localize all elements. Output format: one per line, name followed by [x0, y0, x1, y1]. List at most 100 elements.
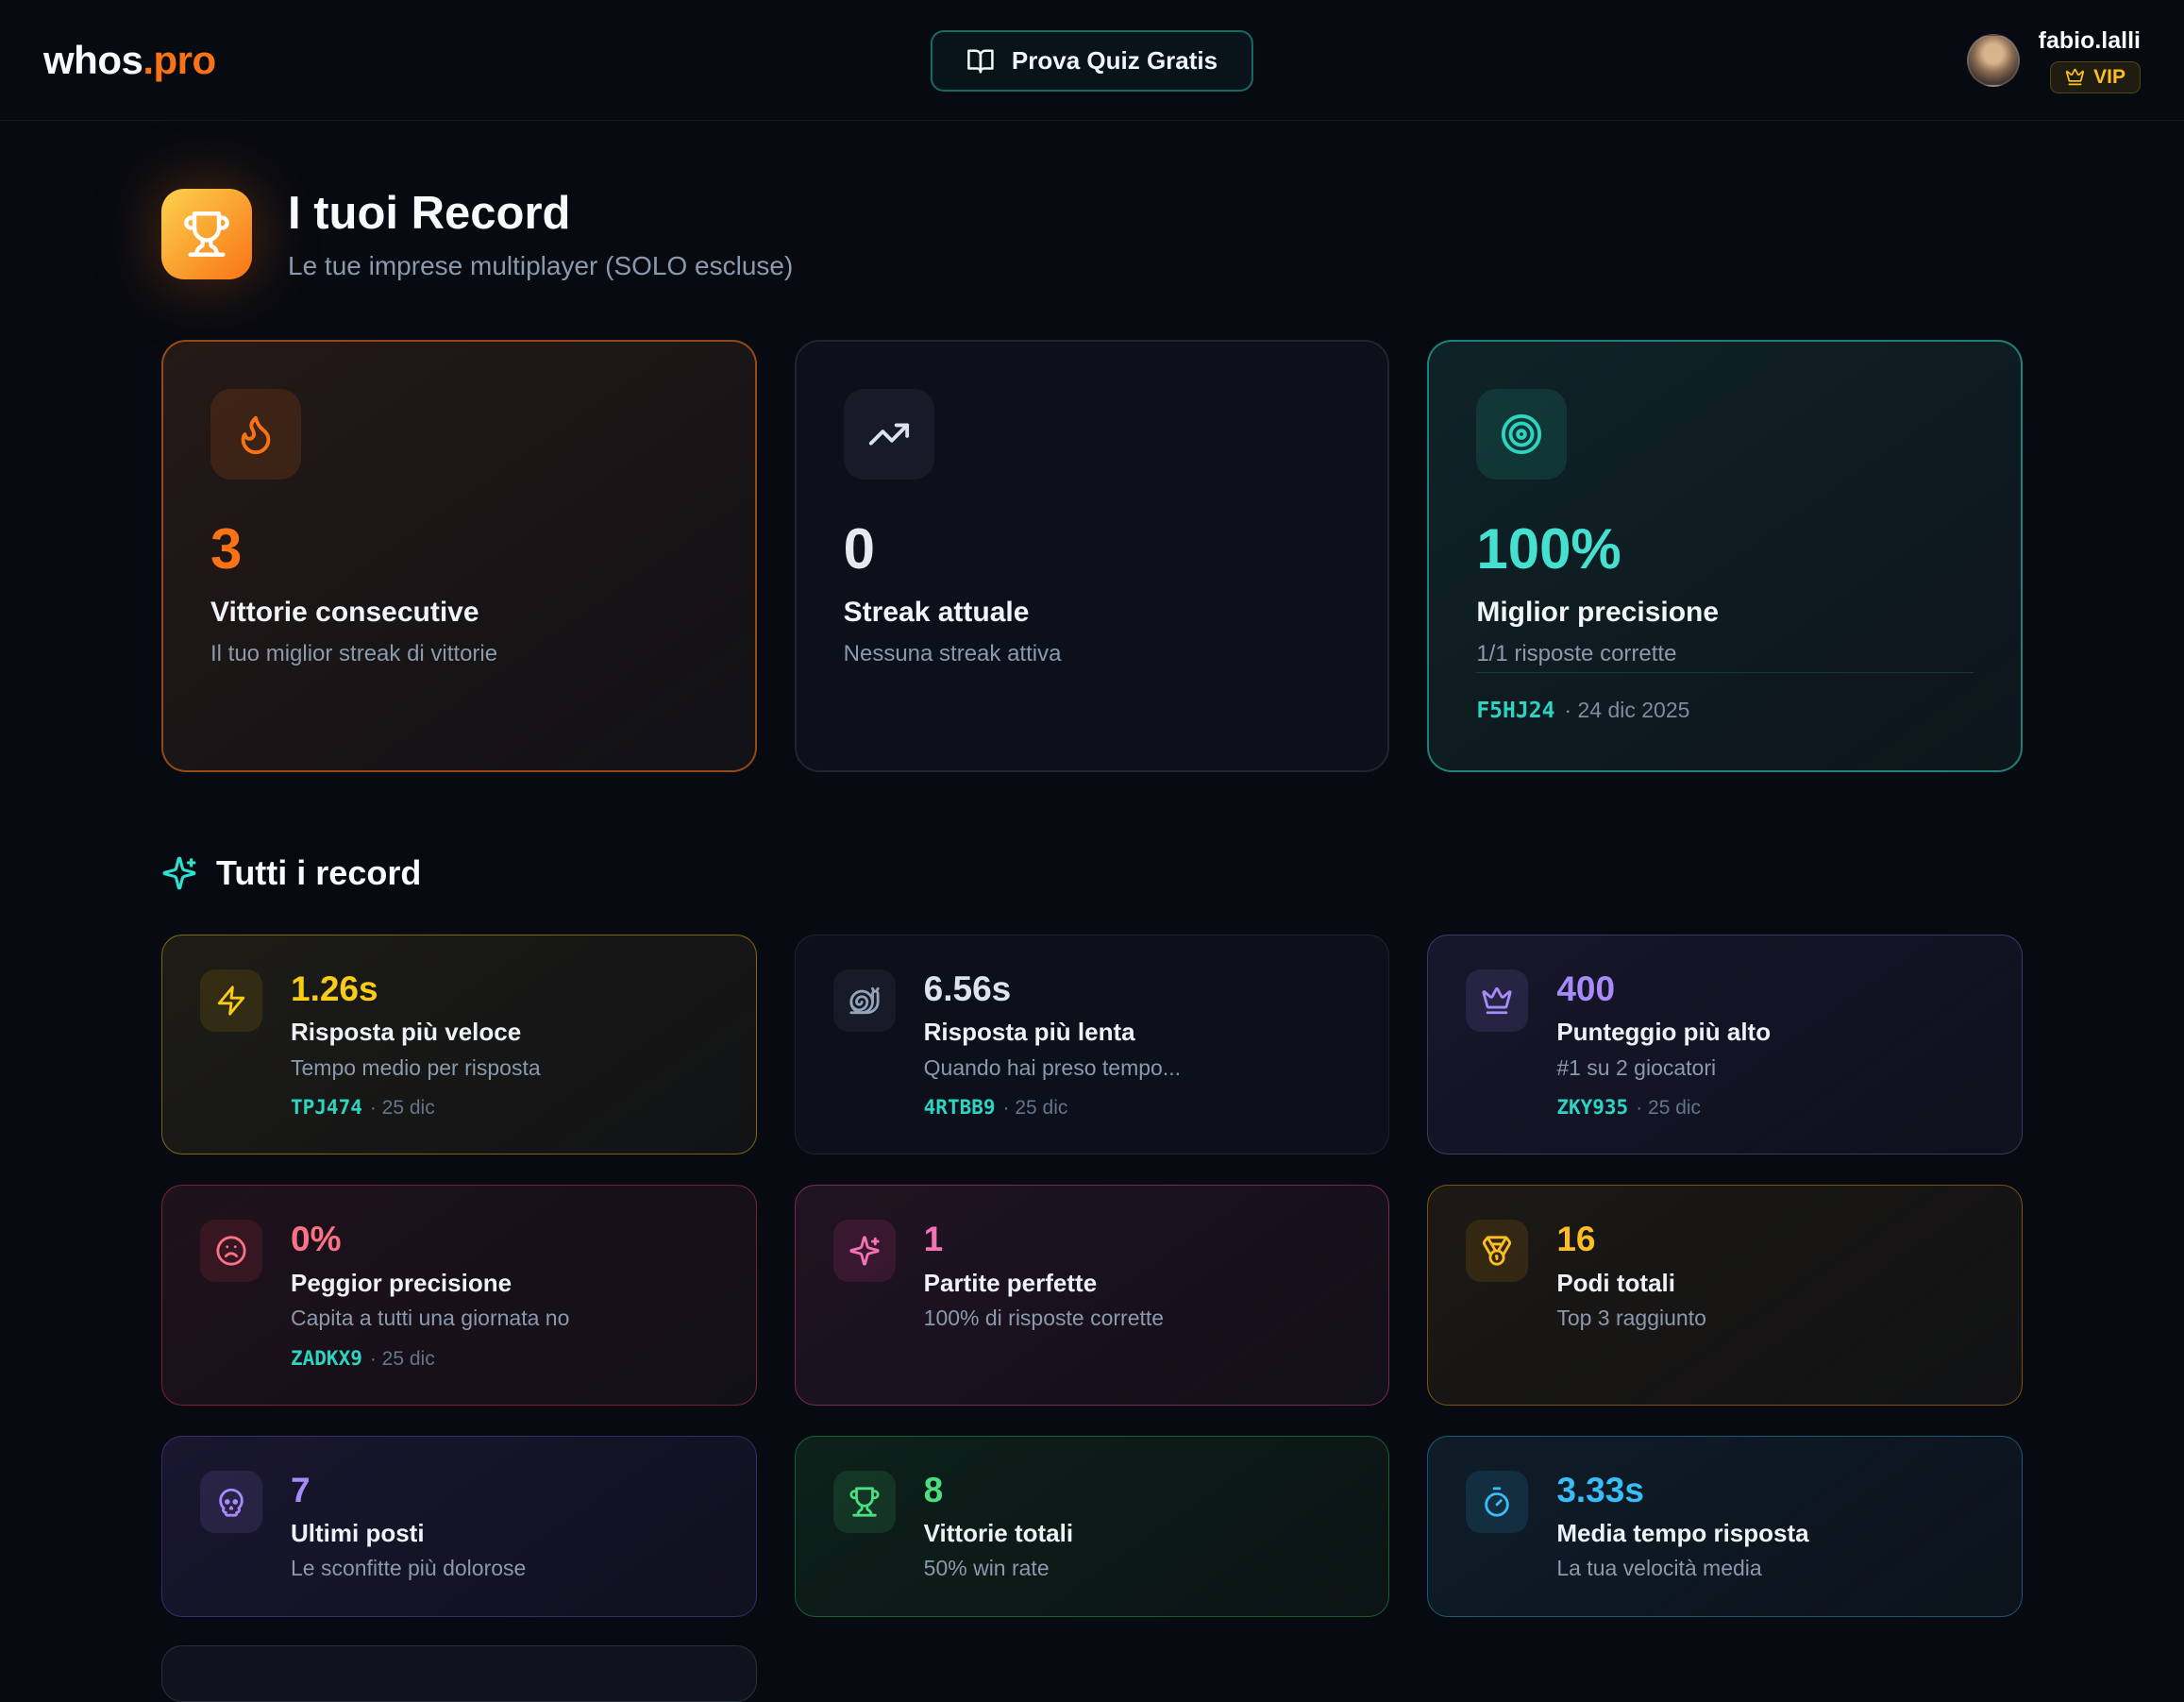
game-code: 4RTBB9: [923, 1096, 996, 1120]
records-section-header: Tutti i record: [161, 853, 2023, 893]
record-subtitle: 100% di risposte corrette: [923, 1306, 1165, 1331]
page-title: I tuoi Record: [288, 188, 571, 239]
record-value: 6.56s: [923, 969, 1012, 1008]
record-card-fastest-answer: 1.26s Risposta più veloce Tempo medio pe…: [161, 935, 757, 1155]
record-value: 1.26s: [291, 969, 378, 1008]
record-title: Podi totali: [1556, 1268, 1675, 1297]
trophy-icon: [161, 189, 252, 279]
record-subtitle: Le sconfitte più dolorose: [291, 1556, 527, 1581]
page-header: I tuoi Record Le tue imprese multiplayer…: [161, 187, 2023, 281]
crown-icon: [1466, 969, 1529, 1032]
game-date: · 24 dic 2025: [1564, 698, 1690, 722]
partial-card: [161, 1645, 757, 1702]
trending-up-icon: [843, 389, 934, 480]
logo-name: whos: [43, 37, 143, 82]
record-title: Peggior precisione: [291, 1268, 512, 1297]
record-title: Punteggio più alto: [1556, 1018, 1772, 1047]
top-bar: whos.pro Prova Quiz Gratis fabio.lalli V…: [0, 0, 2184, 121]
stat-value: 0: [843, 517, 876, 581]
record-subtitle: Quando hai preso tempo...: [923, 1054, 1181, 1080]
username: fabio.lalli: [2038, 26, 2141, 54]
skull-icon: [200, 1470, 262, 1533]
snail-icon: [832, 969, 896, 1032]
record-subtitle: La tua velocità media: [1556, 1556, 1762, 1581]
stat-subtitle: Nessuna streak attiva: [843, 641, 1062, 666]
record-value: 0%: [291, 1220, 342, 1259]
record-value: 8: [923, 1470, 944, 1509]
record-card-total-wins: 8 Vittorie totali 50% win rate: [794, 1435, 1390, 1618]
book-open-icon: [966, 47, 995, 76]
record-card-avg-response-time: 3.33s Media tempo risposta La tua veloci…: [1427, 1435, 2023, 1618]
stat-title: Streak attuale: [843, 597, 1030, 628]
record-subtitle: Capita a tutti una giornata no: [291, 1306, 570, 1331]
sparkles-icon: [832, 1220, 896, 1283]
record-subtitle: Tempo medio per risposta: [291, 1054, 541, 1080]
stat-value: 100%: [1476, 517, 1621, 581]
record-value: 1: [923, 1220, 944, 1259]
record-subtitle: #1 su 2 giocatori: [1556, 1054, 1717, 1080]
logo-tld: .pro: [143, 37, 216, 82]
user-menu[interactable]: fabio.lalli VIP: [1966, 27, 2141, 93]
record-title: Media tempo risposta: [1556, 1519, 1809, 1548]
record-title: Risposta più lenta: [923, 1018, 1135, 1047]
record-card-total-podiums: 16 Podi totali Top 3 raggiunto: [1427, 1185, 2023, 1406]
game-reference: ZADKX9 · 25 dic: [291, 1347, 569, 1371]
try-quiz-label: Prova Quiz Gratis: [1011, 46, 1218, 75]
medal-icon: [1466, 1220, 1529, 1283]
avatar[interactable]: [1966, 33, 2020, 87]
current-streak-card: 0 Streak attuale Nessuna streak attiva: [794, 340, 1390, 772]
vip-badge: VIP: [2050, 60, 2141, 93]
game-reference: TPJ474 · 25 dic: [291, 1096, 541, 1120]
crown-icon: [2065, 67, 2085, 87]
game-code: TPJ474: [291, 1096, 362, 1120]
vip-label: VIP: [2093, 65, 2125, 88]
game-code: F5HJ24: [1476, 699, 1555, 723]
flame-icon: [210, 389, 301, 480]
record-subtitle: Top 3 raggiunto: [1556, 1306, 1706, 1331]
best-precision-card: 100% Miglior precisione 1/1 risposte cor…: [1427, 340, 2023, 772]
record-subtitle: 50% win rate: [923, 1556, 1050, 1581]
stat-subtitle: 1/1 risposte corrette: [1476, 641, 1677, 666]
stat-value: 3: [210, 517, 243, 581]
record-card-last-places: 7 Ultimi posti Le sconfitte più dolorose: [161, 1435, 757, 1618]
game-code: ZKY935: [1556, 1096, 1629, 1120]
record-value: 3.33s: [1556, 1470, 1644, 1509]
logo[interactable]: whos.pro: [43, 38, 216, 83]
record-card-perfect-games: 1 Partite perfette 100% di risposte corr…: [794, 1185, 1390, 1406]
stat-title: Vittorie consecutive: [210, 597, 479, 628]
target-icon: [1476, 389, 1568, 480]
try-quiz-button[interactable]: Prova Quiz Gratis: [930, 30, 1254, 92]
game-date: · 25 dic: [369, 1347, 435, 1370]
record-value: 400: [1556, 969, 1616, 1008]
record-card-slowest-answer: 6.56s Risposta più lenta Quando hai pres…: [794, 935, 1390, 1155]
user-info: fabio.lalli VIP: [2039, 27, 2141, 93]
divider: [1476, 672, 1974, 673]
zap-icon: [200, 969, 262, 1032]
records-grid: 1.26s Risposta più veloce Tempo medio pe…: [161, 935, 2023, 1618]
record-value: 7: [291, 1470, 311, 1509]
sparkles-icon: [161, 855, 197, 891]
game-reference: F5HJ24 · 24 dic 2025: [1476, 698, 1974, 723]
game-reference: 4RTBB9 · 25 dic: [924, 1096, 1181, 1120]
game-date: · 25 dic: [1002, 1097, 1068, 1120]
stat-subtitle: Il tuo miglior streak di vittorie: [210, 641, 498, 666]
record-card-worst-precision: 0% Peggior precisione Capita a tutti una…: [161, 1185, 757, 1406]
game-date: · 25 dic: [1636, 1097, 1702, 1120]
frown-icon: [200, 1220, 262, 1283]
record-title: Partite perfette: [923, 1268, 1098, 1297]
best-streak-card: 3 Vittorie consecutive Il tuo miglior st…: [161, 340, 757, 772]
game-reference: ZKY935 · 25 dic: [1556, 1096, 1771, 1120]
records-section-title: Tutti i record: [216, 853, 422, 892]
game-code: ZADKX9: [291, 1346, 362, 1370]
record-title: Ultimi posti: [291, 1519, 425, 1548]
highlight-cards: 3 Vittorie consecutive Il tuo miglior st…: [161, 340, 2023, 772]
trophy-icon: [832, 1470, 896, 1533]
record-title: Risposta più veloce: [291, 1018, 522, 1047]
record-card-highest-score: 400 Punteggio più alto #1 su 2 giocatori…: [1427, 935, 2023, 1155]
stat-title: Miglior precisione: [1476, 597, 1720, 628]
record-value: 16: [1556, 1220, 1596, 1259]
game-date: · 25 dic: [369, 1097, 435, 1120]
page-subtitle: Le tue imprese multiplayer (SOLO escluse…: [288, 251, 794, 280]
timer-icon: [1466, 1470, 1529, 1533]
record-title: Vittorie totali: [923, 1519, 1074, 1548]
